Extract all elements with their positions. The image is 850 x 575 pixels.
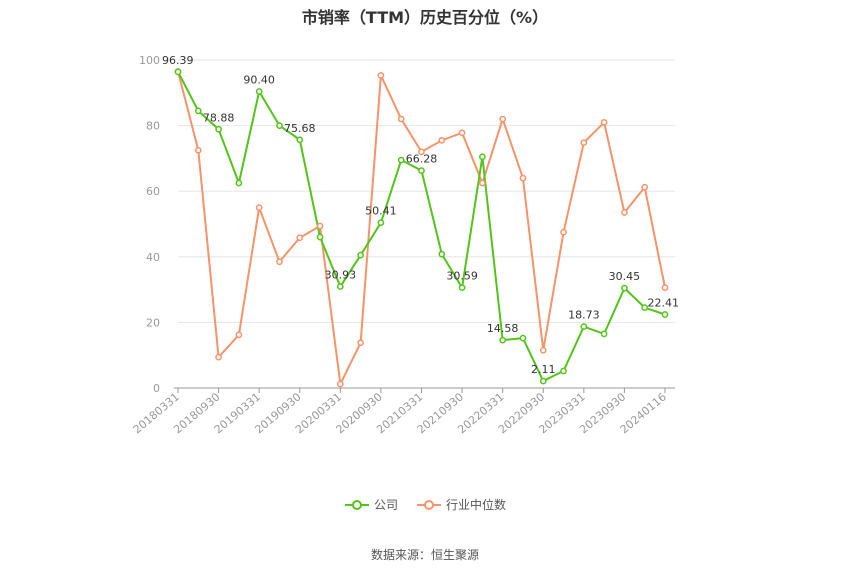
data-point-series-0 — [539, 377, 547, 385]
series-points — [174, 68, 669, 388]
data-point-series-1 — [438, 137, 446, 144]
legend-item-company[interactable]: 公司 — [344, 496, 398, 513]
data-point-series-1 — [519, 174, 527, 182]
data-labels: 96.39 78.88 90.40 75.68 30.93 50.41 66.28 30.59… — [162, 54, 679, 376]
data-point-series-1 — [235, 331, 243, 339]
series-lines — [177, 71, 666, 388]
data-label: 90.40 — [243, 73, 275, 86]
data-label: 22.41 — [648, 296, 680, 309]
data-point-series-0 — [479, 153, 486, 161]
data-point-series-1 — [560, 228, 567, 236]
data-label: 75.68 — [284, 122, 316, 135]
data-point-series-0 — [458, 284, 466, 292]
data-point-series-1 — [499, 115, 507, 123]
data-point-series-0 — [255, 88, 263, 95]
data-point-series-0 — [397, 156, 405, 164]
legend-label-industry-median: 行业中位数 — [446, 498, 507, 512]
legend-item-industry-median[interactable]: 行业中位数 — [416, 496, 506, 513]
legend-company-marker — [344, 499, 369, 510]
data-point-series-1 — [479, 179, 486, 187]
y-tick-label: 80 — [146, 120, 160, 133]
data-point-series-1 — [418, 148, 425, 156]
data-point-series-0 — [580, 323, 588, 330]
data-point-series-1 — [336, 380, 344, 388]
legend-industry-marker — [417, 499, 441, 510]
data-label: 18.73 — [568, 309, 600, 322]
data-point-series-1 — [397, 115, 405, 123]
data-point-series-0 — [174, 68, 182, 76]
data-point-series-0 — [418, 167, 425, 174]
data-label: 50.41 — [365, 205, 397, 218]
data-point-series-0 — [296, 136, 304, 144]
data-point-series-1 — [194, 146, 202, 154]
data-label: 14.58 — [487, 322, 519, 335]
data-point-series-1 — [539, 346, 547, 354]
data-point-series-0 — [600, 330, 608, 338]
data-point-series-0 — [235, 179, 243, 187]
data-point-series-1 — [377, 72, 385, 79]
y-tick-label: 0 — [153, 382, 160, 395]
y-tick-label: 40 — [146, 251, 160, 264]
data-label: 78.88 — [203, 111, 235, 124]
data-point-series-0 — [194, 107, 202, 115]
data-label: 66.28 — [406, 153, 438, 166]
data-point-series-1 — [215, 353, 222, 361]
data-point-series-0 — [641, 304, 649, 311]
data-point-series-1 — [255, 204, 263, 211]
data-label: 30.45 — [609, 270, 641, 283]
data-point-series-0 — [621, 284, 628, 292]
data-point-series-1 — [580, 139, 588, 147]
data-point-series-0 — [661, 311, 669, 318]
data-point-series-0 — [560, 367, 567, 375]
series-line-1 — [177, 71, 666, 388]
data-point-series-0 — [357, 251, 364, 259]
data-point-series-0 — [276, 122, 283, 129]
data-point-series-1 — [641, 183, 649, 191]
y-tick-label: 20 — [146, 316, 160, 329]
line-chart: 0 20 40 60 80 100 201803312018093020190331201… — [131, 54, 679, 436]
data-point-series-0 — [336, 283, 344, 290]
data-label: 30.59 — [446, 270, 478, 283]
legend-label-company: 公司 — [373, 498, 398, 512]
data-point-series-1 — [357, 339, 364, 347]
y-tick-label: 60 — [146, 185, 160, 198]
data-point-series-0 — [377, 219, 385, 227]
data-point-series-1 — [661, 284, 669, 291]
x-axis: 2018033120180930201903312019093020200331… — [131, 387, 675, 436]
series-line-0 — [177, 71, 666, 383]
data-label: 30.93 — [325, 269, 357, 282]
data-label: 2.11 — [531, 363, 556, 376]
data-point-series-1 — [458, 129, 466, 137]
data-source: 数据来源：恒生聚源 — [370, 548, 479, 562]
data-point-series-0 — [519, 334, 527, 342]
data-point-series-1 — [621, 209, 628, 216]
data-point-series-0 — [438, 250, 446, 258]
data-point-series-0 — [499, 336, 507, 344]
chart-title: 市销率（TTM）历史百分位（%） — [301, 8, 549, 27]
legend: 公司 行业中位数 — [0, 496, 850, 513]
y-tick-label: 100 — [139, 54, 160, 67]
data-label: 96.39 — [162, 54, 194, 67]
data-point-series-1 — [276, 258, 283, 266]
data-point-series-1 — [600, 118, 608, 126]
data-point-series-1 — [296, 234, 304, 242]
data-point-series-1 — [316, 222, 324, 230]
y-axis: 0 20 40 60 80 100 — [139, 54, 160, 395]
data-point-series-0 — [215, 125, 222, 133]
data-point-series-0 — [316, 233, 324, 241]
